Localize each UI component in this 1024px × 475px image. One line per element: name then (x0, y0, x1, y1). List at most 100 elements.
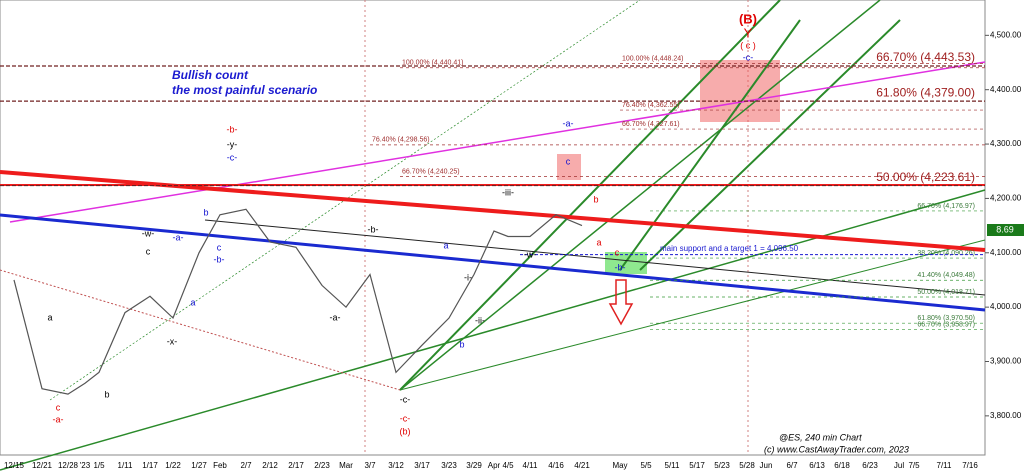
x-tick-label: 6/7 (786, 461, 798, 470)
trend-line (399, 0, 781, 391)
major-label: 50.00% (4,223.61) (876, 170, 975, 184)
x-tick-label: 4/11 (523, 461, 539, 470)
y-tick-label: 4,100.00 (990, 248, 1022, 257)
fib-label: 76.40% (4,362.55) (622, 102, 680, 109)
dotted-line (0, 269, 401, 391)
x-tick-label: 3/12 (388, 461, 404, 470)
x-tick-label: 1/27 (191, 461, 207, 470)
wave-label: c (217, 242, 222, 252)
fib-label: 61.80% (3,970.50) (917, 315, 975, 322)
x-tick-label: Feb (213, 461, 227, 470)
wave-label: -w- (142, 228, 155, 238)
x-tick-label: 6/13 (809, 461, 825, 470)
x-tick-label: 7/11 (937, 461, 953, 470)
y-tick-label: 4,500.00 (990, 30, 1022, 39)
x-tick-label: 12/15 (4, 461, 25, 470)
fib-label: 38.20% (4,090.26) (917, 250, 975, 257)
wave-label: ( c ) (740, 40, 756, 50)
y-tick-label: 3,900.00 (990, 357, 1022, 366)
footer: @ES, 240 min Chart (779, 432, 862, 442)
target-zone (700, 60, 780, 122)
target-zone (557, 154, 581, 180)
black-line (204, 219, 986, 296)
x-tick-label: 5/5 (640, 461, 652, 470)
x-tick-label: 2/12 (262, 461, 278, 470)
x-tick-label: 1/17 (142, 461, 158, 470)
price-tag: 8.69 (996, 224, 1014, 234)
wave-label: -c- (400, 394, 411, 404)
x-tick-label: 12/21 (32, 461, 53, 470)
x-tick-label: 4/21 (574, 461, 590, 470)
fib-label: 66.70% (3,958.97) (917, 321, 975, 328)
support-label: main support and a target 1 = 4,096.50 (660, 244, 799, 253)
blue-trend (0, 213, 986, 312)
fib-label: 66.70% (4,176.97) (917, 203, 975, 210)
footer: (c) www.CastAwayTrader.com, 2023 (764, 444, 909, 454)
wave-label: c (615, 247, 620, 257)
wave-label: -c- (400, 413, 411, 423)
x-tick-label: 5/17 (689, 461, 705, 470)
x-tick-label: 2/23 (314, 461, 330, 470)
wave-label: -i- (464, 272, 472, 282)
x-tick-label: 1/5 (93, 461, 105, 470)
x-tick-label: Jul (894, 461, 904, 470)
y-tick-label: 3,800.00 (990, 411, 1022, 420)
fib-label: 50.00% (4,018.71) (917, 289, 975, 296)
title: Bullish count (172, 68, 249, 82)
y-tick-label: 4,000.00 (990, 302, 1022, 311)
x-tick-label: 3/17 (414, 461, 430, 470)
wave-label: -b- (227, 124, 238, 134)
fib-label: 100.00% (4,448.24) (622, 55, 684, 62)
magenta-line (9, 61, 986, 223)
x-tick-label: 1/22 (165, 461, 181, 470)
wave-label: -w- (524, 249, 537, 259)
wave-label: -c- (743, 52, 754, 62)
wave-label: -x- (167, 336, 178, 346)
wave-label: c (566, 156, 571, 166)
price-tag-bg (987, 224, 1024, 236)
wave-label: a (596, 237, 601, 247)
wave-label: -a- (173, 232, 184, 242)
wave-label: b (459, 339, 464, 349)
plot-area (0, 0, 986, 456)
trend-line (639, 19, 901, 271)
x-tick-label: 2/17 (288, 461, 304, 470)
trend-line (619, 19, 801, 271)
y-tick-label: 4,400.00 (990, 85, 1022, 94)
wave-label: c (146, 246, 151, 256)
x-tick-label: 3/7 (364, 461, 376, 470)
wave-label: (b) (400, 426, 411, 436)
x-tick-label: 2/7 (240, 461, 252, 470)
wave-label: c (56, 402, 61, 412)
wave-label: b (104, 389, 109, 399)
x-tick-label: 7/5 (908, 461, 920, 470)
wave-label: -iii- (502, 187, 514, 197)
x-tick-label: Jun (760, 461, 773, 470)
y-tick-label: 4,200.00 (990, 194, 1022, 203)
major-label: 66.70% (4,443.53) (876, 50, 975, 64)
fib-label: 66.70% (4,240.25) (402, 168, 460, 175)
x-tick-label: 6/18 (834, 461, 850, 470)
x-tick-label: 4/5 (502, 461, 514, 470)
x-tick-label: 7/16 (962, 461, 978, 470)
trend-line (399, 239, 986, 391)
price-line (13, 208, 583, 395)
fib-label: 66.70% (4,327.61) (622, 121, 680, 128)
wave-label: -y- (227, 139, 238, 149)
major-label: 61.80% (4,379.00) (876, 85, 975, 99)
x-tick-label: Mar (339, 461, 353, 470)
x-tick-label: '23 (80, 461, 91, 470)
fib-label: 100.00% (4,440.41) (402, 60, 464, 67)
wave-label: -a- (330, 312, 341, 322)
x-tick-label: Apr (488, 461, 501, 470)
x-tick-label: 6/23 (862, 461, 878, 470)
wave-label: b (593, 194, 598, 204)
y-tick-label: 4,300.00 (990, 139, 1022, 148)
x-tick-label: 5/11 (665, 461, 681, 470)
wave-label: -a- (53, 414, 64, 424)
wave-label: (B) (739, 11, 757, 26)
wave-label: -ii- (475, 315, 485, 325)
subtitle: the most painful scenario (172, 83, 317, 97)
x-tick-label: 12/28 (58, 461, 79, 470)
